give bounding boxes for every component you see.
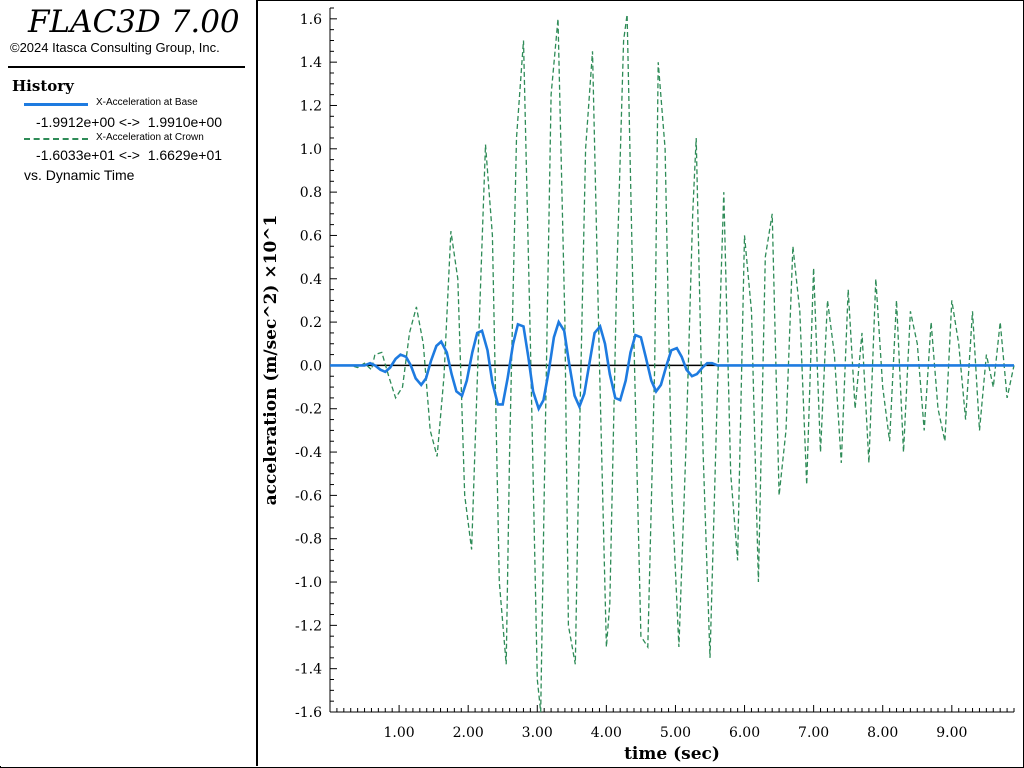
x-tick-label: 3.00 — [522, 725, 553, 741]
y-tick-label: 0.2 — [300, 315, 322, 331]
y-tick-label: 0.8 — [300, 185, 322, 201]
versus-label: vs. Dynamic Time — [24, 167, 135, 183]
legend-range-crown: -1.6033e+01 <-> 1.6629e+01 — [36, 147, 223, 163]
y-tick-label: -1.0 — [295, 575, 322, 591]
history-panel: FLAC3D 7.00 ©2024 Itasca Consulting Grou… — [0, 0, 258, 766]
copyright-text: ©2024 Itasca Consulting Group, Inc. — [10, 40, 220, 55]
y-axis-title: acceleration (m/sec^2) ×10^1 — [261, 215, 281, 506]
title-divider — [8, 66, 245, 68]
legend-label-base: X-Acceleration at Base — [96, 97, 198, 108]
x-tick-label: 7.00 — [798, 725, 829, 741]
history-heading: History — [12, 77, 74, 95]
y-tick-label: 1.6 — [300, 12, 322, 28]
y-tick-label: 1.4 — [300, 55, 322, 71]
legend-range-base: -1.9912e+00 <-> 1.9910e+00 — [36, 114, 223, 130]
x-axis-title: time (sec) — [624, 744, 720, 764]
y-tick-label: 0.6 — [300, 228, 322, 244]
y-tick-label: 1.0 — [300, 142, 322, 158]
x-tick-label: 8.00 — [867, 725, 898, 741]
x-tick-label: 9.00 — [936, 725, 967, 741]
y-tick-label: -0.6 — [295, 488, 322, 504]
app-title: FLAC3D 7.00 — [28, 4, 240, 40]
y-tick-label: 0.4 — [300, 272, 322, 288]
y-tick-label: 0.0 — [300, 358, 322, 374]
x-tick-label: 5.00 — [660, 725, 691, 741]
y-tick-label: -0.4 — [295, 445, 322, 461]
y-tick-label: -1.6 — [295, 705, 322, 721]
history-plot: 1.6 1.4 1.2 1.0 0.8 0.6 0.4 0.2 0.0 -0.2 -0.4 -0.6 -… — [261, 7, 1015, 764]
y-tick-label: -0.2 — [295, 402, 322, 418]
x-tick-label: 4.00 — [591, 725, 622, 741]
legend-swatch-base — [24, 103, 88, 106]
y-tick-label: -0.8 — [295, 532, 322, 548]
y-tick-label: -1.2 — [295, 618, 322, 634]
series-line-base — [330, 319, 1014, 412]
legend-swatch-crown — [24, 138, 88, 140]
series-line-crown — [330, 14, 1015, 713]
x-tick-label: 1.00 — [384, 725, 415, 741]
y-tick-label: 1.2 — [300, 98, 322, 114]
x-tick-label: 6.00 — [729, 725, 760, 741]
x-tick-label: 2.00 — [453, 725, 484, 741]
legend-label-crown: X-Acceleration at Crown — [96, 132, 204, 143]
y-tick-label: -1.4 — [295, 662, 322, 678]
